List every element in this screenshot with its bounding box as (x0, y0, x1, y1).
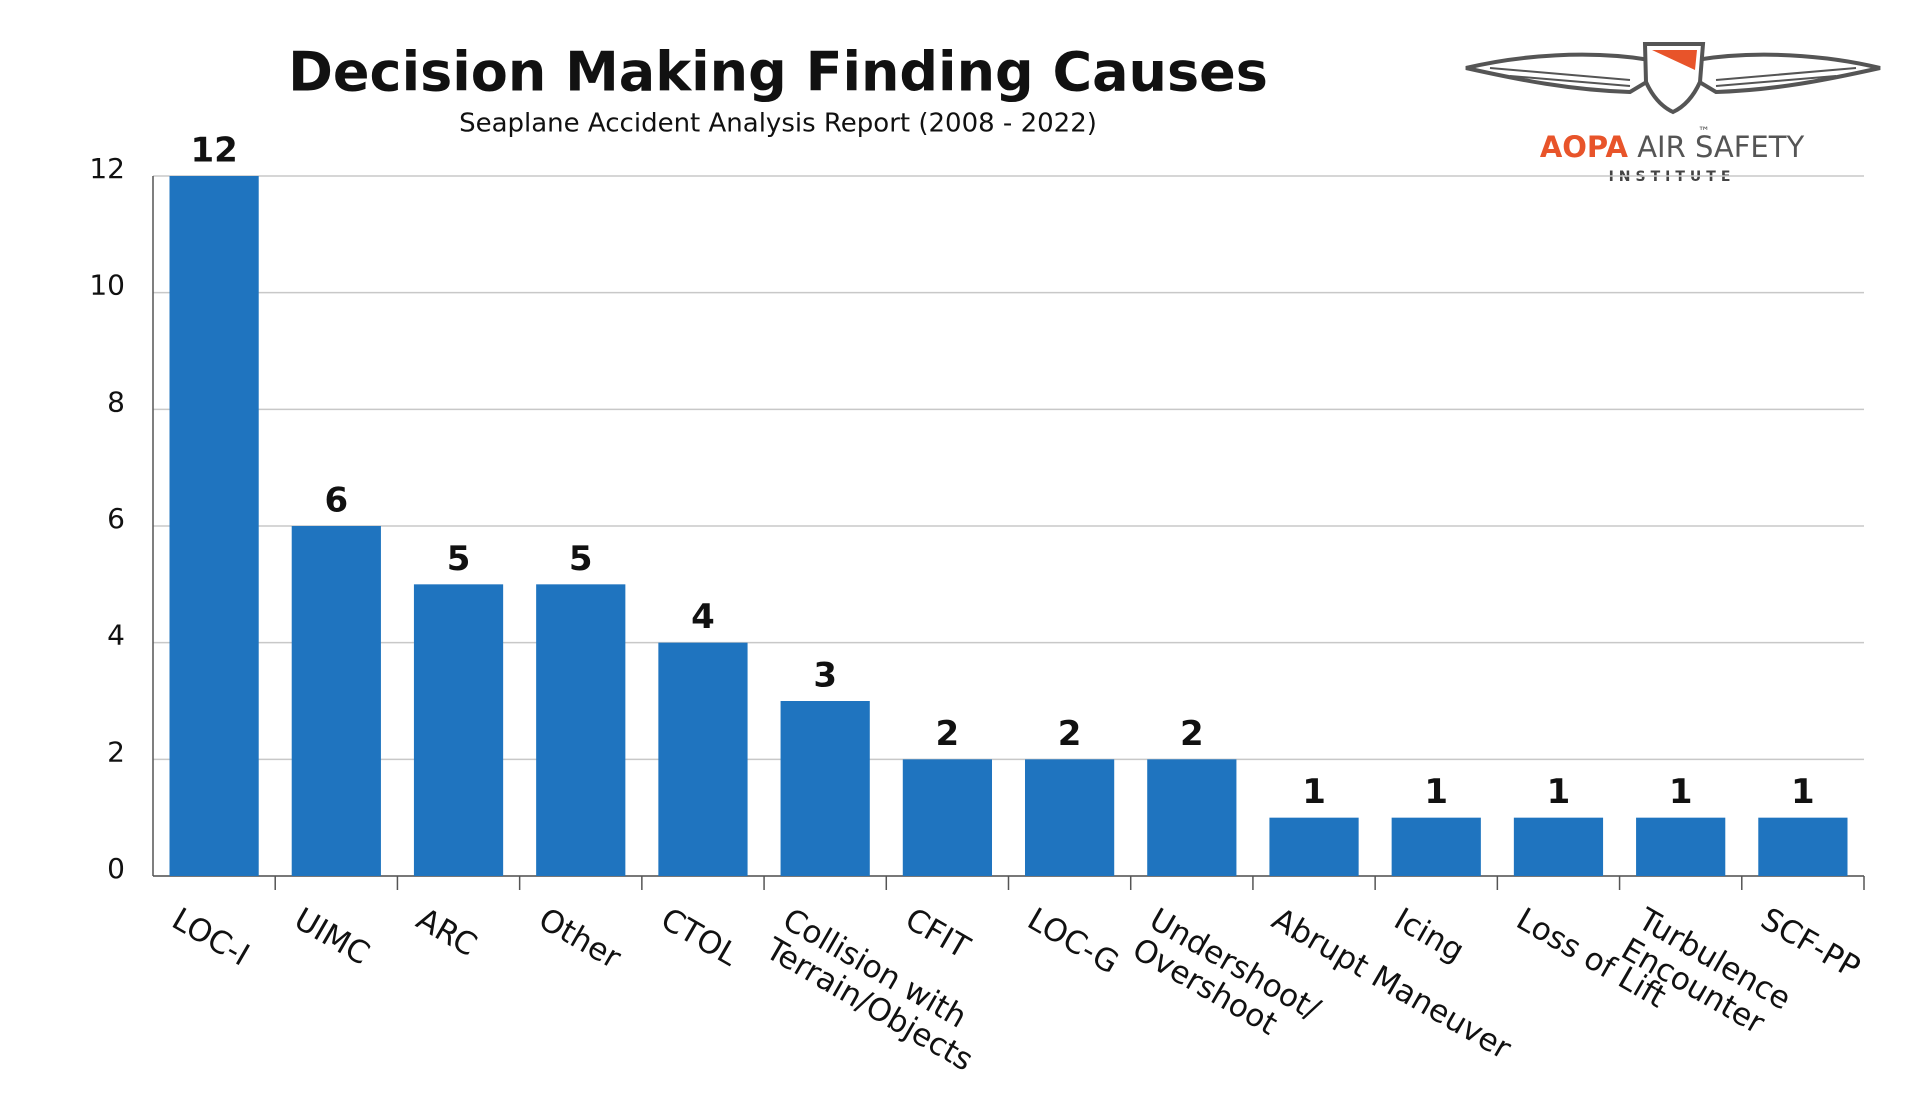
x-tick-label: ARC (410, 901, 482, 964)
logo-wing-right (1694, 52, 1881, 95)
bar (1636, 817, 1726, 876)
value-label: 4 (691, 597, 715, 637)
bar (1513, 817, 1604, 876)
chart-subtitle: Seaplane Accident Analysis Report (2008 … (459, 109, 1097, 139)
bar (1758, 817, 1848, 876)
bar (902, 759, 993, 876)
bar (658, 642, 748, 876)
value-label: 2 (936, 714, 960, 754)
y-tick-label: 2 (107, 735, 125, 768)
logo: ™ AOPA AIR SAFETY INSTITUTE (1465, 42, 1881, 185)
x-tick-label: CFIT (899, 901, 976, 966)
bar (1024, 759, 1115, 876)
value-label: 12 (190, 131, 237, 171)
x-tick-label: CTOL (655, 901, 745, 974)
value-label: 1 (1302, 772, 1326, 812)
value-label: 6 (324, 481, 348, 521)
y-tick-label: 6 (107, 502, 125, 535)
bar (1269, 817, 1359, 876)
value-label: 3 (813, 656, 837, 696)
logo-title: AIR SAFETY (1637, 130, 1804, 164)
y-tick-label: 4 (107, 619, 125, 652)
x-tick-label: LOC-G (1021, 901, 1124, 981)
bar (536, 584, 626, 876)
value-label: 1 (1424, 772, 1448, 812)
logo-name: AOPA AIR SAFETY (1540, 130, 1805, 164)
value-label: 1 (1669, 772, 1693, 812)
bar (1391, 817, 1481, 876)
bar (1147, 759, 1237, 876)
value-label: 5 (447, 539, 471, 579)
value-label: 2 (1058, 714, 1082, 754)
bar (780, 701, 870, 876)
logo-brand: AOPA (1540, 130, 1629, 164)
logo-trademark: ™ (1698, 125, 1710, 139)
x-tick-label: UIMC (288, 901, 375, 972)
bar (169, 176, 259, 876)
value-label: 1 (1547, 772, 1571, 812)
chart-title: Decision Making Finding Causes (288, 41, 1268, 104)
bar (413, 584, 504, 876)
y-tick-label: 0 (107, 852, 125, 885)
y-tick-label: 10 (89, 269, 125, 302)
logo-wing-left (1465, 52, 1652, 95)
value-label: 1 (1791, 772, 1815, 812)
x-tick-label: Icing (1388, 901, 1470, 969)
logo-tagline: INSTITUTE (1609, 169, 1736, 185)
logo-shield-accent (1652, 50, 1697, 70)
logo-feathers (1489, 67, 1857, 87)
x-tick-label: LOC-I (166, 901, 255, 973)
value-label: 5 (569, 539, 593, 579)
y-tick-label: 8 (107, 385, 125, 418)
bar (291, 526, 381, 876)
x-tick-label: Other (533, 901, 627, 976)
y-tick-label: 12 (89, 152, 125, 185)
value-label: 2 (1180, 714, 1204, 754)
